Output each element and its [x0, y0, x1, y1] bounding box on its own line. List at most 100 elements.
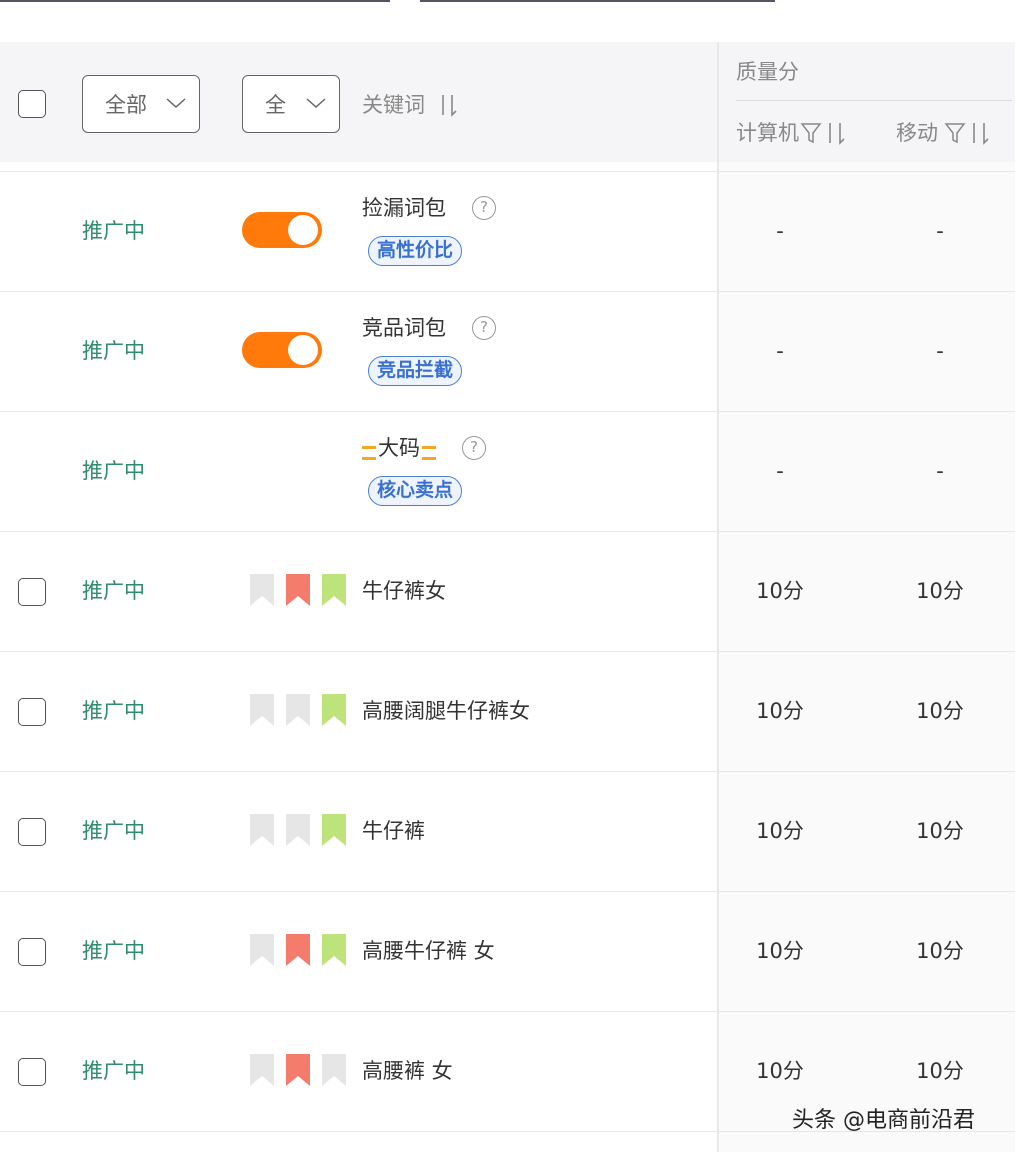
filter-sort-icon[interactable]: [944, 120, 994, 146]
flag-shape: [286, 694, 310, 726]
keyword: 牛仔裤女: [362, 579, 446, 603]
flag[interactable]: [322, 574, 346, 606]
pc-score: 10分: [756, 579, 804, 603]
flag-shape: [322, 574, 346, 606]
toggle-knob: [288, 335, 318, 365]
flag[interactable]: [250, 574, 274, 606]
flag-shape: [250, 694, 274, 726]
flag[interactable]: [250, 694, 274, 726]
mobile-header: 移动: [896, 121, 938, 145]
flag[interactable]: [322, 814, 346, 846]
status: 推广中: [82, 579, 145, 603]
status: 推广中: [82, 1059, 145, 1083]
chevron: [306, 98, 326, 109]
chevron: [166, 98, 186, 109]
row-divider: [0, 651, 1015, 652]
flag[interactable]: [322, 694, 346, 726]
flag[interactable]: [322, 1054, 346, 1086]
flag-shape: [322, 1054, 346, 1086]
status: 推广中: [82, 699, 145, 723]
help-icon[interactable]: ?: [472, 316, 496, 340]
toggle-switch[interactable]: [242, 212, 322, 248]
keyword-tag: 核心卖点: [368, 476, 463, 506]
quality-header: 质量分: [736, 60, 799, 84]
col-divider: [717, 42, 719, 1152]
status: 推广中: [82, 459, 145, 483]
mobile-score: 10分: [916, 819, 964, 843]
mobile-score: 10分: [916, 699, 964, 723]
flag-shape: [250, 574, 274, 606]
keyword-decoration: [362, 446, 376, 460]
flag-shape: [322, 934, 346, 966]
pc-score: -: [776, 339, 784, 363]
flag[interactable]: [250, 934, 274, 966]
top-input-edge: [420, 0, 775, 2]
keyword: 捡漏词包: [362, 196, 446, 220]
status: 推广中: [82, 219, 145, 243]
flag[interactable]: [250, 1054, 274, 1086]
flag[interactable]: [286, 694, 310, 726]
mobile-score: 10分: [916, 579, 964, 603]
flag[interactable]: [286, 1054, 310, 1086]
dropdown-text: 全部: [105, 93, 147, 117]
select-all-checkbox[interactable]: [18, 90, 46, 118]
flag-shape: [286, 1054, 310, 1086]
keyword: 牛仔裤: [362, 819, 425, 843]
status: 推广中: [82, 339, 145, 363]
mobile-score: 10分: [916, 1059, 964, 1083]
keyword-tag: 竞品拦截: [368, 356, 463, 386]
type-dropdown[interactable]: 全: [242, 75, 340, 133]
help-icon[interactable]: ?: [472, 196, 496, 220]
sort-icon[interactable]: [438, 93, 458, 117]
keyword-tag: 高性价比: [368, 236, 463, 266]
status: 推广中: [82, 819, 145, 843]
top-input-edge: [0, 0, 390, 2]
row-checkbox[interactable]: [18, 1058, 46, 1086]
row-divider: [0, 1131, 1015, 1132]
row-checkbox[interactable]: [18, 698, 46, 726]
pc-score: 10分: [756, 819, 804, 843]
mobile-score: 10分: [916, 939, 964, 963]
flag[interactable]: [322, 934, 346, 966]
flag-shape: [250, 1054, 274, 1086]
help-icon[interactable]: ?: [462, 436, 486, 460]
score-col-bg: [718, 162, 1015, 1152]
keyword-header: 关键词: [362, 93, 425, 117]
row-divider: [0, 771, 1015, 772]
pc-score: 10分: [756, 939, 804, 963]
flag-shape: [286, 574, 310, 606]
mobile-score: -: [936, 339, 944, 363]
keyword: 高腰牛仔裤 女: [362, 939, 495, 963]
status: 推广中: [82, 939, 145, 963]
status-dropdown[interactable]: 全部: [82, 75, 200, 133]
flag[interactable]: [286, 934, 310, 966]
flag[interactable]: [286, 574, 310, 606]
pc-score: -: [776, 219, 784, 243]
row-checkbox[interactable]: [18, 818, 46, 846]
pc-score: 10分: [756, 699, 804, 723]
header-sub-line: [736, 100, 1012, 101]
flag-shape: [322, 694, 346, 726]
row-divider: [0, 171, 1015, 172]
flag-shape: [286, 934, 310, 966]
watermark: 头条 @电商前沿君: [792, 1108, 975, 1133]
row-divider: [0, 531, 1015, 532]
flag-shape: [322, 814, 346, 846]
mobile-score: -: [936, 459, 944, 483]
pc-header: 计算机: [736, 121, 799, 145]
toggle-switch[interactable]: [242, 332, 322, 368]
flag[interactable]: [250, 814, 274, 846]
row-checkbox[interactable]: [18, 938, 46, 966]
pc-score: -: [776, 459, 784, 483]
keyword: 大码: [378, 436, 420, 460]
row-divider: [0, 411, 1015, 412]
filter-sort-icon[interactable]: [800, 120, 850, 146]
row-checkbox[interactable]: [18, 578, 46, 606]
mobile-score: -: [936, 219, 944, 243]
row-divider: [0, 891, 1015, 892]
flag-shape: [286, 814, 310, 846]
row-divider: [0, 291, 1015, 292]
flag[interactable]: [286, 814, 310, 846]
keyword: 高腰阔腿牛仔裤女: [362, 699, 530, 723]
